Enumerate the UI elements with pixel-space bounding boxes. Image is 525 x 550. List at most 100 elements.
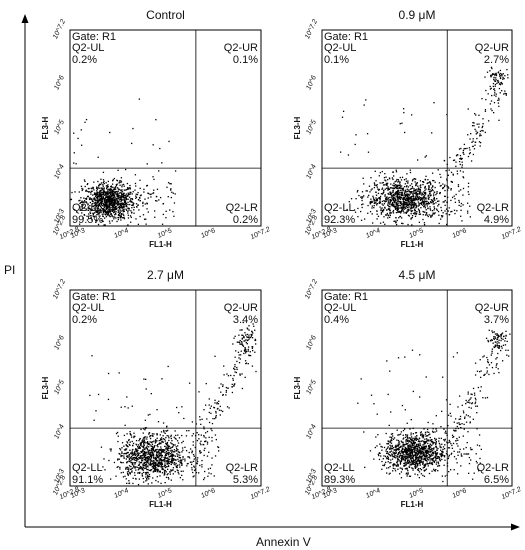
data-point [494, 74, 496, 76]
data-point [155, 453, 158, 455]
data-point [419, 461, 421, 463]
data-point [112, 186, 114, 189]
data-point [136, 460, 138, 462]
data-point [156, 459, 158, 462]
data-point [405, 195, 408, 197]
data-point [149, 463, 152, 465]
data-point [95, 208, 97, 210]
data-point [409, 191, 411, 193]
data-point [391, 445, 393, 448]
data-point [399, 207, 401, 209]
data-point [439, 453, 441, 455]
data-point [172, 445, 174, 448]
data-point [148, 456, 151, 459]
data-point [96, 209, 98, 212]
data-point [360, 378, 362, 380]
data-point [393, 198, 395, 201]
data-point [119, 204, 122, 207]
data-point [407, 437, 409, 439]
data-point [136, 457, 138, 460]
data-point [165, 466, 167, 468]
data-point [234, 364, 236, 366]
data-point [156, 451, 158, 454]
data-point [241, 337, 243, 339]
data-point [98, 203, 101, 206]
data-point [505, 93, 507, 95]
data-point [429, 194, 431, 197]
data-point [432, 201, 434, 203]
data-point [387, 208, 390, 210]
data-point [415, 445, 417, 447]
data-point [86, 202, 88, 204]
data-point [431, 188, 434, 191]
data-point [206, 441, 209, 443]
data-point [497, 346, 499, 348]
data-point [222, 384, 224, 386]
data-point [144, 472, 147, 474]
data-point [406, 472, 408, 474]
data-point [103, 197, 105, 200]
dot-cloud [339, 66, 509, 226]
data-point [435, 442, 437, 444]
data-point [97, 223, 100, 226]
data-point [440, 218, 442, 220]
data-point [127, 210, 129, 212]
data-point [143, 461, 145, 464]
data-point [397, 443, 399, 445]
data-point [391, 199, 393, 201]
data-point [374, 446, 377, 449]
data-point [241, 338, 243, 340]
data-point [128, 207, 130, 210]
data-point [143, 463, 146, 465]
data-point [419, 450, 422, 452]
data-point [403, 450, 405, 453]
data-point [442, 376, 444, 378]
plot-frame [321, 29, 513, 227]
data-point [388, 188, 391, 190]
data-point [468, 399, 470, 402]
data-point [152, 144, 154, 146]
data-point [400, 197, 402, 199]
data-point [402, 453, 404, 455]
data-point [428, 202, 431, 205]
data-point [104, 191, 106, 193]
data-point [165, 210, 167, 213]
data-point [384, 207, 386, 209]
data-point [419, 461, 422, 464]
data-point [413, 447, 416, 450]
data-point [432, 185, 434, 187]
data-point [399, 185, 401, 188]
data-point [406, 422, 408, 424]
data-point [399, 197, 401, 200]
quadrant-ll-value: 91.1% [72, 474, 103, 486]
data-point [421, 456, 423, 458]
data-point [109, 211, 111, 214]
data-point [424, 207, 426, 209]
data-point [412, 193, 414, 195]
data-point [393, 185, 395, 187]
data-point [435, 453, 437, 456]
data-point [145, 218, 147, 220]
data-point [462, 176, 464, 178]
data-point [121, 199, 123, 201]
data-point [383, 216, 385, 218]
data-point [128, 458, 131, 460]
data-point [404, 465, 406, 467]
data-point [399, 451, 401, 453]
data-point [428, 446, 430, 448]
panel-title: Control [146, 8, 185, 22]
data-point [393, 200, 396, 202]
data-point [123, 206, 125, 208]
data-point [160, 442, 162, 445]
data-point [467, 431, 469, 433]
data-point [395, 222, 397, 224]
data-point [151, 449, 153, 451]
data-point [457, 185, 460, 188]
data-point [357, 215, 359, 218]
data-point [107, 186, 109, 188]
data-point [496, 338, 498, 341]
data-point [235, 350, 237, 352]
data-point [421, 458, 423, 461]
data-point [458, 418, 460, 420]
data-point [413, 204, 415, 207]
